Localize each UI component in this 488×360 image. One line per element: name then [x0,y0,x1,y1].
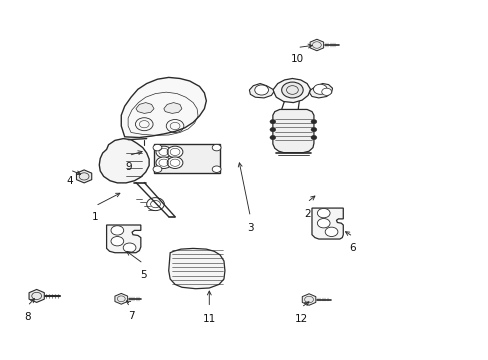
Text: 3: 3 [246,223,253,233]
Text: 5: 5 [140,270,146,280]
Polygon shape [154,144,220,173]
Polygon shape [309,84,332,98]
Polygon shape [311,208,343,239]
Text: 10: 10 [290,54,303,64]
Circle shape [167,146,183,158]
Polygon shape [121,77,206,138]
Polygon shape [302,294,315,305]
Text: 6: 6 [349,243,356,253]
Polygon shape [106,225,141,253]
Polygon shape [272,78,310,103]
Polygon shape [249,84,273,98]
Circle shape [156,146,171,158]
Polygon shape [136,103,154,113]
Circle shape [317,219,329,228]
Circle shape [325,227,337,237]
Circle shape [212,144,221,151]
Circle shape [310,127,316,132]
Text: 12: 12 [294,314,307,324]
Circle shape [254,85,268,95]
Circle shape [310,120,316,124]
Circle shape [269,120,275,124]
Circle shape [212,166,221,172]
Circle shape [313,84,326,94]
Text: 11: 11 [202,314,216,324]
Circle shape [156,157,171,168]
Polygon shape [163,103,182,113]
Text: 7: 7 [127,311,134,321]
Circle shape [321,88,331,95]
Text: 2: 2 [303,209,310,219]
Circle shape [153,166,162,172]
Text: 4: 4 [66,176,73,186]
Circle shape [111,226,123,235]
Circle shape [269,127,275,132]
Circle shape [317,208,329,218]
Circle shape [153,144,162,151]
Polygon shape [272,109,313,153]
Polygon shape [309,39,323,51]
Polygon shape [168,248,224,289]
Circle shape [310,135,316,140]
Circle shape [269,135,275,140]
Text: 1: 1 [92,212,99,222]
Polygon shape [29,289,44,302]
Polygon shape [99,139,149,183]
Circle shape [281,82,303,98]
Circle shape [111,237,123,246]
Text: 9: 9 [125,162,132,172]
Text: 8: 8 [24,312,31,323]
Circle shape [123,243,136,252]
Circle shape [167,157,183,168]
Polygon shape [115,293,127,304]
Polygon shape [76,170,92,183]
